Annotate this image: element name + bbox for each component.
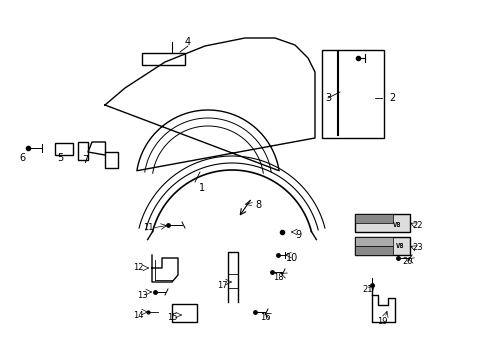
Text: 21: 21 xyxy=(363,285,373,294)
FancyBboxPatch shape xyxy=(355,237,393,246)
FancyBboxPatch shape xyxy=(355,214,410,232)
Text: 9: 9 xyxy=(295,230,301,240)
Text: 11: 11 xyxy=(143,224,153,233)
Text: 14: 14 xyxy=(133,310,143,320)
Text: 20: 20 xyxy=(403,257,413,266)
Text: 8: 8 xyxy=(255,200,261,210)
Text: 7: 7 xyxy=(82,155,88,165)
FancyBboxPatch shape xyxy=(355,214,393,223)
Text: 13: 13 xyxy=(137,291,147,300)
Text: 4: 4 xyxy=(185,37,191,47)
Text: 6: 6 xyxy=(19,153,25,163)
Text: 15: 15 xyxy=(167,314,177,323)
Text: 23: 23 xyxy=(413,243,423,252)
Text: 17: 17 xyxy=(217,280,227,289)
Text: 22: 22 xyxy=(413,220,423,230)
Text: V8: V8 xyxy=(396,243,404,249)
Text: 16: 16 xyxy=(260,314,270,323)
FancyBboxPatch shape xyxy=(355,246,393,255)
Text: 12: 12 xyxy=(133,264,143,273)
Text: 19: 19 xyxy=(377,318,387,327)
Text: 10: 10 xyxy=(286,253,298,263)
Text: 2: 2 xyxy=(389,93,395,103)
Text: 1: 1 xyxy=(199,183,205,193)
Text: V8: V8 xyxy=(393,222,401,228)
Text: 3: 3 xyxy=(325,93,331,103)
Text: 18: 18 xyxy=(273,274,283,283)
Text: 5: 5 xyxy=(57,153,63,163)
FancyBboxPatch shape xyxy=(355,237,410,255)
